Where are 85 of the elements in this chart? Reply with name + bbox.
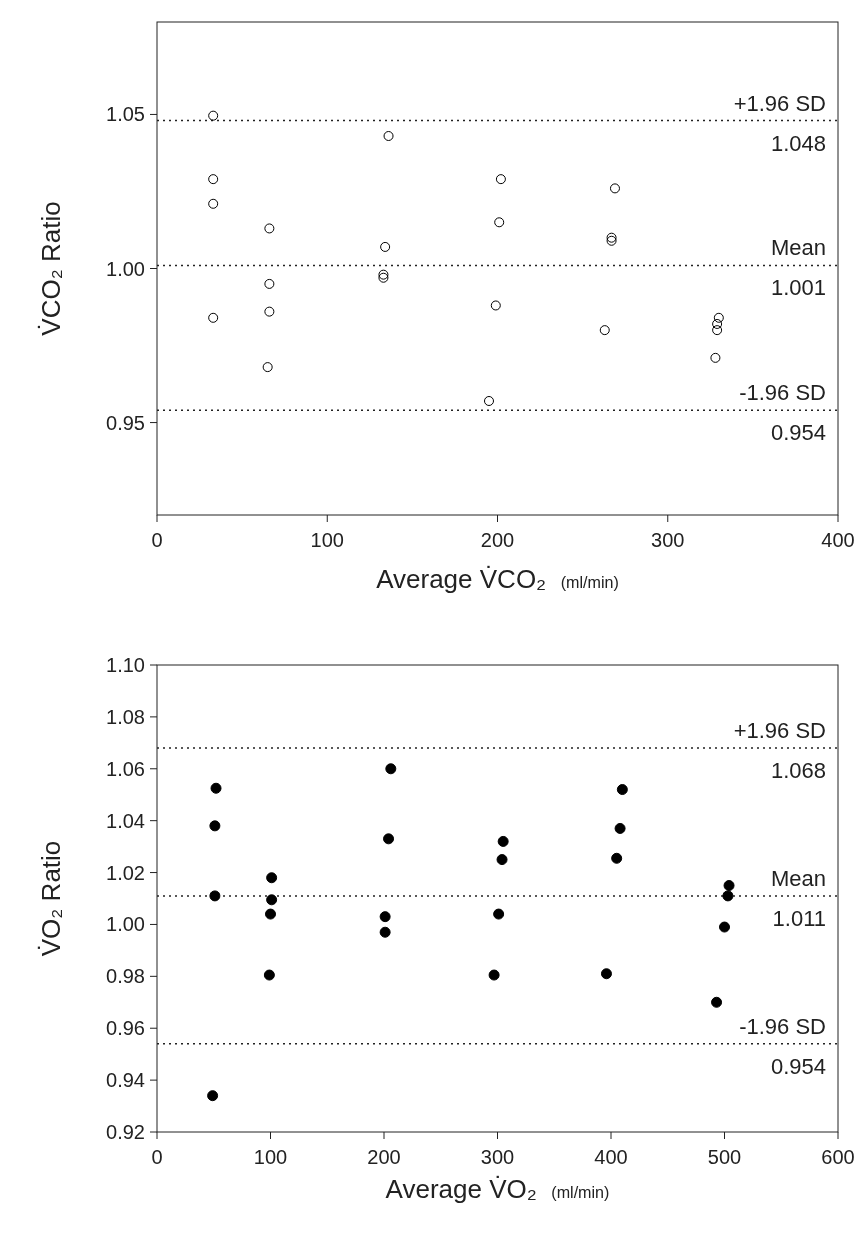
point xyxy=(264,223,275,234)
point xyxy=(712,325,723,336)
point xyxy=(383,131,394,142)
point xyxy=(263,969,275,981)
point xyxy=(266,872,278,884)
point xyxy=(493,908,505,920)
point xyxy=(496,854,508,866)
y-tick-label: 0.98 xyxy=(106,965,145,988)
y-tick-label: 1.06 xyxy=(106,757,145,780)
ref-line-label: -1.96 SD xyxy=(739,380,826,406)
annotation: 0.954 xyxy=(770,420,826,446)
point xyxy=(209,890,221,902)
y-axis-title: V̇CO₂ Ratio xyxy=(36,201,66,336)
x-tick-label: 600 xyxy=(821,1146,855,1168)
point xyxy=(723,880,735,892)
y-tick-label: 0.92 xyxy=(106,1121,145,1143)
x-tick-label: 300 xyxy=(651,529,685,551)
point xyxy=(599,325,610,336)
y-tick-label: 0.95 xyxy=(106,411,145,434)
point xyxy=(490,300,501,311)
x-axis-title: Average V̇O₂ (ml/min) xyxy=(385,1174,610,1204)
point xyxy=(210,782,222,794)
ref-line-label: Mean xyxy=(770,865,826,891)
y-tick-label: 1.08 xyxy=(106,705,145,728)
x-tick-label: 400 xyxy=(594,1146,628,1168)
ref-line-label: Mean xyxy=(770,235,826,261)
point xyxy=(719,921,730,933)
point xyxy=(494,217,505,228)
ref-line-label: +1.96 SD xyxy=(733,90,826,116)
y-tick-label: 1.00 xyxy=(106,913,145,936)
point xyxy=(208,110,219,121)
x-tick-label: 500 xyxy=(707,1146,742,1168)
x-axis-title: Average V̇CO₂ (ml/min) xyxy=(376,564,619,594)
x-tick-label: 100 xyxy=(253,1146,288,1168)
y-tick-label: 0.96 xyxy=(106,1017,145,1040)
point xyxy=(265,908,276,920)
point xyxy=(208,198,219,209)
point xyxy=(383,833,395,845)
annotation: 1.068 xyxy=(770,758,826,784)
x-tick-label: 200 xyxy=(367,1146,401,1168)
point xyxy=(379,911,391,923)
point xyxy=(609,183,620,194)
x-tick-label: 100 xyxy=(310,529,344,551)
y-tick-label: 1.00 xyxy=(106,257,145,280)
point xyxy=(713,312,724,323)
point xyxy=(264,278,275,289)
ref-line-label: -1.96 SD xyxy=(739,1013,826,1039)
point xyxy=(611,852,623,864)
x-tick-label: 300 xyxy=(480,1146,515,1168)
point xyxy=(207,1090,219,1102)
x-tick-label: 200 xyxy=(480,529,515,551)
x-tick-label: 0 xyxy=(151,1146,163,1168)
y-tick-label: 1.04 xyxy=(106,809,145,832)
y-tick-label: 1.02 xyxy=(106,861,145,884)
y-tick-label: 1.10 xyxy=(106,654,145,676)
point xyxy=(385,763,397,775)
point xyxy=(616,784,628,796)
annotation: 1.048 xyxy=(770,130,826,156)
point xyxy=(264,306,275,317)
annotation: 0.954 xyxy=(770,1053,826,1079)
point xyxy=(483,395,494,406)
point xyxy=(710,352,721,363)
x-tick-label: 400 xyxy=(821,529,855,551)
y-axis-title: V̇O₂ Ratio xyxy=(36,840,66,957)
point xyxy=(495,174,506,185)
point xyxy=(488,969,500,981)
y-tick-label: 0.94 xyxy=(106,1069,145,1092)
point xyxy=(208,174,219,185)
y-tick-label: 1.05 xyxy=(106,103,145,126)
point xyxy=(600,968,612,980)
ref-line-label: +1.96 SD xyxy=(733,718,826,744)
point xyxy=(380,241,391,252)
point xyxy=(711,996,723,1008)
annotation: 1.001 xyxy=(770,275,826,301)
point xyxy=(497,835,509,847)
point xyxy=(209,820,221,832)
x-tick-label: 0 xyxy=(151,529,163,551)
annotation: 1.011 xyxy=(772,905,826,931)
point xyxy=(614,822,626,834)
point xyxy=(722,890,734,902)
point xyxy=(712,318,723,329)
point xyxy=(266,894,278,906)
point xyxy=(262,362,273,373)
point xyxy=(379,926,391,938)
point xyxy=(208,312,219,323)
